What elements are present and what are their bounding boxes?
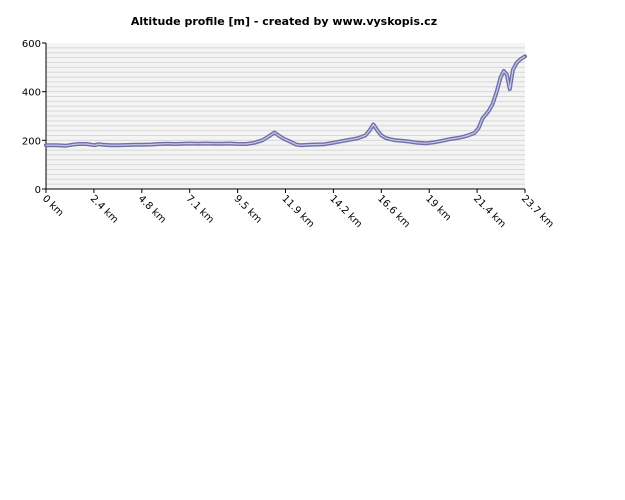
- x-tick-label: 0 km: [40, 193, 66, 219]
- y-tick-labels: 0 200 400 600: [22, 39, 46, 196]
- x-tick-label: 21.4 km: [471, 193, 508, 230]
- x-tick-label: 4.8 km: [136, 193, 168, 225]
- x-tick-label: 2.4 km: [88, 193, 120, 225]
- x-tick-label: 14.2 km: [327, 193, 364, 230]
- y-tick-label: 600: [22, 39, 41, 50]
- altitude-line-highlight: [46, 55, 526, 147]
- y-tick-label: 200: [22, 136, 41, 147]
- series-layer: [44, 54, 527, 148]
- x-tick-label: 9.5 km: [231, 193, 263, 225]
- y-tick-label: 400: [22, 88, 41, 99]
- x-tick-label: 11.9 km: [279, 193, 316, 230]
- y-tick-label: 0: [35, 185, 41, 196]
- x-tick-label: 16.6 km: [375, 193, 412, 230]
- chart-title: Altitude profile [m] - created by www.vy…: [131, 15, 437, 28]
- x-tick-label: 23.7 km: [519, 193, 556, 230]
- x-tick-labels: 0 km 2.4 km 4.8 km 7.1 km 9.5 km 11.9 km 14.2 …: [40, 189, 556, 230]
- x-tick-label: 19 km: [423, 193, 453, 223]
- x-tick-label: 7.1 km: [184, 193, 216, 225]
